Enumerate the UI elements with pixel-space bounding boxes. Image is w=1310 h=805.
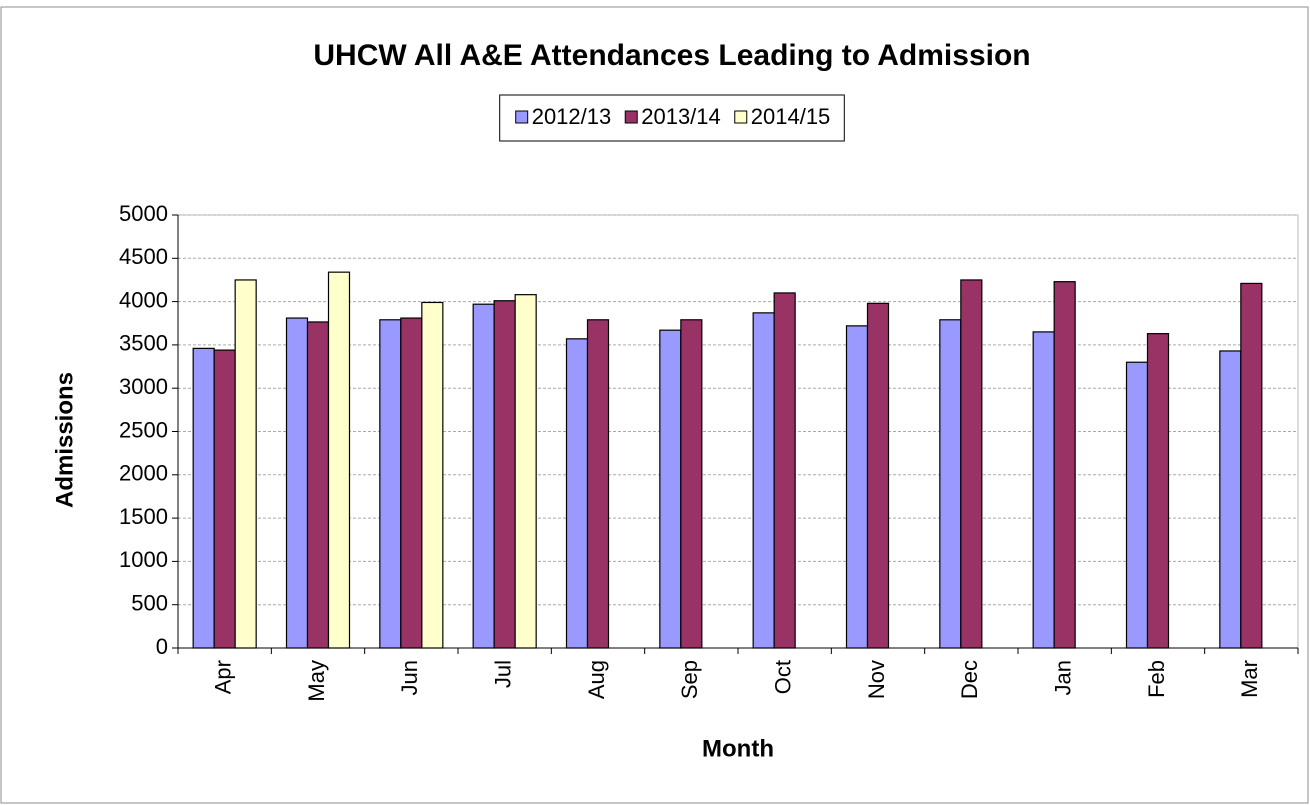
legend-swatch [624, 110, 638, 124]
y-tick-label: 0 [156, 634, 168, 659]
bar [565, 338, 589, 649]
bar [421, 301, 444, 649]
y-tick-label: 3500 [119, 331, 168, 356]
bar [1032, 331, 1055, 649]
bar [379, 319, 402, 649]
y-tick-label: 1000 [119, 547, 168, 572]
bar [773, 292, 796, 649]
bar [866, 302, 890, 649]
chart-title: UHCW All A&E Attendances Leading to Admi… [313, 39, 1030, 72]
bar [306, 321, 330, 649]
legend-swatch [734, 110, 748, 124]
y-axis-title: Admissions [51, 372, 78, 508]
bar [400, 317, 423, 649]
bar [213, 349, 236, 649]
bar [234, 279, 257, 649]
bar [493, 300, 516, 649]
bar [752, 312, 775, 649]
bar [845, 325, 869, 649]
x-tick-label: Oct [770, 660, 795, 694]
y-tick-label: 3000 [119, 374, 168, 399]
x-tick-label: Dec [957, 660, 982, 699]
bar [939, 319, 962, 649]
bar [1053, 281, 1076, 649]
legend-label: 2012/13 [532, 104, 612, 129]
x-tick-label: Mar [1237, 660, 1262, 698]
y-tick-label: 500 [131, 591, 168, 616]
x-tick-label: Feb [1144, 660, 1169, 698]
bar [659, 329, 682, 649]
bar [285, 317, 309, 649]
x-tick-label: Jan [1050, 660, 1075, 695]
y-tick-label: 5000 [119, 201, 168, 226]
bar [1125, 361, 1149, 649]
legend-label: 2013/14 [641, 104, 721, 129]
x-tick-label: May [304, 660, 329, 702]
bar [192, 347, 215, 649]
x-tick-label: Sep [677, 660, 702, 699]
y-tick-label: 4500 [119, 244, 168, 269]
x-tick-label: Jul [490, 660, 515, 688]
bar [327, 271, 351, 649]
bar [1219, 350, 1242, 649]
bar [1146, 333, 1170, 649]
bar [586, 319, 610, 649]
bar [514, 294, 537, 649]
bar [680, 319, 703, 649]
bar [960, 279, 983, 649]
x-tick-label: Jun [397, 660, 422, 695]
legend-label: 2014/15 [751, 104, 831, 129]
y-tick-label: 2000 [119, 461, 168, 486]
bar [472, 303, 495, 649]
x-tick-label: Aug [584, 660, 609, 699]
legend-box [499, 94, 845, 142]
legend-swatch [515, 110, 529, 124]
y-tick-label: 2500 [119, 417, 168, 442]
y-tick-label: 4000 [119, 287, 168, 312]
y-tick-label: 1500 [119, 504, 168, 529]
bar [1240, 282, 1263, 649]
x-axis-title: Month [702, 735, 774, 762]
x-tick-label: Nov [864, 660, 889, 699]
x-tick-label: Apr [210, 660, 235, 694]
